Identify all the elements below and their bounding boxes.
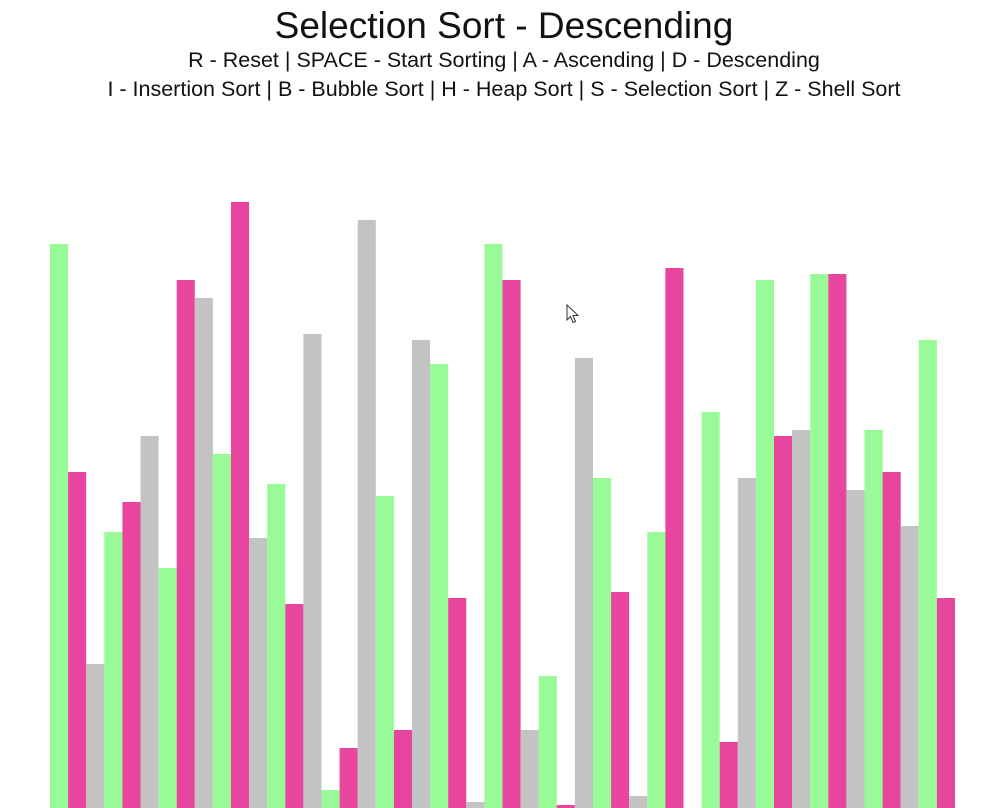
sort-bar-gray (846, 490, 865, 808)
sort-bar-gray (574, 358, 593, 808)
sort-bar-gray (357, 220, 376, 808)
sort-bar-pink (502, 280, 521, 808)
sort-bar-green (158, 568, 177, 808)
sort-bar-pink (393, 730, 412, 808)
sort-bar-pink (285, 604, 304, 808)
sort-bar-green (647, 532, 666, 808)
sort-bar-green (375, 496, 394, 808)
sort-bar-gray (249, 538, 268, 808)
sort-bar-gray (303, 334, 322, 808)
sort-bar-gray (520, 730, 539, 808)
sort-bar-gray (900, 526, 919, 808)
sort-bar-pink (665, 268, 684, 808)
sort-bar-green (50, 244, 69, 808)
sort-bar-gray (140, 436, 159, 808)
sort-bar-green (104, 532, 123, 808)
mouse-pointer-icon (566, 304, 580, 324)
sort-bar-green (267, 484, 286, 808)
sort-bar-gray (737, 478, 756, 808)
keyboard-help-line-2: I - Insertion Sort | B - Bubble Sort | H… (107, 77, 901, 101)
sort-bar-green (430, 364, 449, 808)
sort-bar-gray (792, 430, 811, 808)
sort-bar-pink (231, 202, 250, 808)
sort-bar-pink (556, 805, 575, 808)
sort-bar-pink (176, 280, 195, 808)
sort-bar-gray (412, 340, 431, 808)
sort-bar-green (810, 274, 829, 808)
page-title: Selection Sort - Descending (274, 5, 734, 46)
keyboard-help-line-1: R - Reset | SPACE - Start Sorting | A - … (188, 48, 820, 72)
sort-bar-green (484, 244, 503, 808)
sort-bar-pink (122, 502, 141, 808)
sort-bar-green (918, 340, 937, 808)
sort-bar-green (755, 280, 774, 808)
sort-bar-pink (719, 742, 738, 808)
sort-bar-pink (828, 274, 847, 808)
sort-bar-pink (339, 748, 358, 808)
sort-bar-gray (194, 298, 213, 808)
sort-bar-green (538, 676, 557, 808)
sort-bar-green (212, 454, 231, 808)
sort-bar-green (321, 790, 340, 808)
sort-bar-pink (611, 592, 630, 808)
sort-bar-green (701, 412, 720, 808)
sort-bar-gray (629, 796, 648, 808)
sort-bar-pink (448, 598, 467, 808)
sort-bar-green (864, 430, 883, 808)
sort-bar-pink (882, 472, 901, 808)
sort-bar-pink (68, 472, 87, 808)
sort-bar-pink (936, 598, 955, 808)
sort-bar-gray (86, 664, 105, 808)
sort-bar-pink (774, 436, 793, 808)
sort-bar-gray (466, 802, 485, 808)
sort-bar-green (593, 478, 612, 808)
